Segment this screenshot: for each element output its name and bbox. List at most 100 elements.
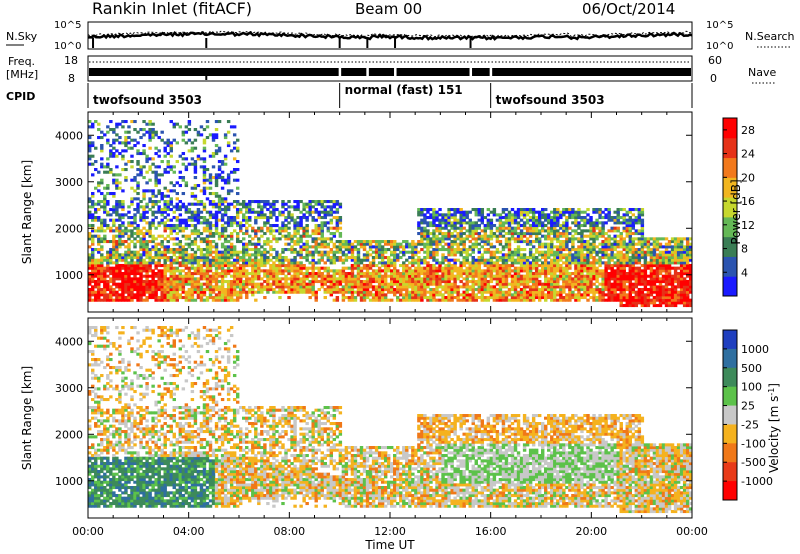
heatmap-cell <box>619 285 623 289</box>
heatmap-cell <box>205 261 210 265</box>
heatmap-cell <box>498 266 503 270</box>
heatmap-cell <box>106 141 110 145</box>
heatmap-cell <box>595 250 599 254</box>
heatmap-cell <box>393 258 397 262</box>
heatmap-cell <box>468 274 472 278</box>
heatmap-cell <box>483 242 488 246</box>
heatmap-cell <box>489 285 494 289</box>
heatmap-cell <box>371 264 376 268</box>
heatmap-cell <box>130 224 134 228</box>
heatmap-cell <box>390 282 394 286</box>
heatmap-cell <box>254 253 258 257</box>
heatmap-cell <box>190 213 195 217</box>
heatmap-cell <box>181 274 186 278</box>
heatmap-cell <box>263 213 267 217</box>
heatmap-cell <box>275 218 279 222</box>
heatmap-cell <box>471 285 475 289</box>
heatmap-cell <box>232 248 237 252</box>
heatmap-cell <box>465 285 469 289</box>
heatmap-cell <box>97 280 101 284</box>
heatmap-cell <box>516 245 521 249</box>
heatmap-cell <box>151 202 155 206</box>
heatmap-cell <box>220 202 225 206</box>
heatmap-cell <box>154 226 158 230</box>
heatmap-cell <box>447 224 451 228</box>
heatmap-cell <box>447 210 451 214</box>
heatmap-cell <box>229 234 234 238</box>
heatmap-cell <box>444 266 448 270</box>
heatmap-cell <box>100 226 104 230</box>
heatmap-cell <box>136 226 140 230</box>
heatmap-cell <box>115 205 119 209</box>
heatmap-cell <box>601 280 605 284</box>
heatmap-cell <box>160 173 164 177</box>
heatmap-cell <box>115 258 119 262</box>
heatmap-cell <box>580 264 584 268</box>
heatmap-cell <box>507 298 512 302</box>
heatmap-cell <box>332 285 337 289</box>
heatmap-cell <box>390 274 394 278</box>
heatmap-cell <box>187 224 192 228</box>
heatmap-cell <box>550 218 554 222</box>
heatmap-cell <box>601 256 605 260</box>
heatmap-cell <box>522 298 527 302</box>
noise-strip: N.Sky 10^5 10^0 10^5 10^0 N.Search <box>6 20 795 52</box>
heatmap-cell <box>417 277 421 281</box>
heatmap-cell <box>148 285 152 289</box>
heatmap-cell <box>142 218 146 222</box>
heatmap-cell <box>513 269 518 273</box>
heatmap-cell <box>459 216 463 220</box>
heatmap-cell <box>145 266 149 270</box>
heatmap-cell <box>118 256 122 260</box>
heatmap-cell <box>562 280 566 284</box>
heatmap-cell <box>592 258 596 262</box>
heatmap-cell <box>341 269 346 273</box>
heatmap-cell <box>571 293 575 297</box>
heatmap-cell <box>607 285 611 289</box>
heatmap-cell <box>193 170 198 174</box>
heatmap-cell <box>516 296 521 300</box>
heatmap-cell <box>169 144 173 148</box>
heatmap-cell <box>541 221 545 225</box>
heatmap-cell <box>447 298 451 302</box>
heatmap-cell <box>426 274 430 278</box>
heatmap-cell <box>320 202 324 206</box>
heatmap-cell <box>142 293 146 297</box>
heatmap-cell <box>172 277 176 281</box>
heatmap-cell <box>553 288 557 292</box>
heatmap-cell <box>362 258 367 262</box>
heatmap-cell <box>169 296 173 300</box>
heatmap-cell <box>263 253 267 257</box>
heatmap-cell <box>377 288 382 292</box>
heatmap-cell <box>211 176 216 180</box>
heatmap-cell <box>504 240 509 244</box>
heatmap-cell <box>619 277 623 281</box>
heatmap-cell <box>103 234 107 238</box>
heatmap-cell <box>214 282 219 286</box>
heatmap-cell <box>166 162 170 166</box>
heatmap-cell <box>136 298 140 302</box>
heatmap-cell <box>220 200 225 204</box>
heatmap-cell <box>589 296 593 300</box>
heatmap-cell <box>118 253 122 257</box>
heatmap-cell <box>528 256 533 260</box>
heatmap-cell <box>534 258 539 262</box>
heatmap-cell <box>284 282 288 286</box>
heatmap-cell <box>242 200 246 204</box>
heatmap-cell <box>586 221 590 225</box>
heatmap-cell <box>547 229 551 233</box>
heatmap-cell <box>220 242 225 246</box>
heatmap-cell <box>287 237 291 241</box>
heatmap-cell <box>290 264 294 268</box>
heatmap-cell <box>211 136 216 140</box>
heatmap-cell <box>598 232 602 236</box>
heatmap-cell <box>586 218 590 222</box>
heatmap-cell <box>211 272 216 276</box>
heatmap-cell <box>368 261 373 265</box>
heatmap-cell <box>335 250 340 254</box>
heatmap-cell <box>214 266 219 270</box>
heatmap-cell <box>426 277 430 281</box>
heatmap-cell <box>444 264 448 268</box>
heatmap-cell <box>450 253 454 257</box>
heatmap-cell <box>130 293 134 297</box>
